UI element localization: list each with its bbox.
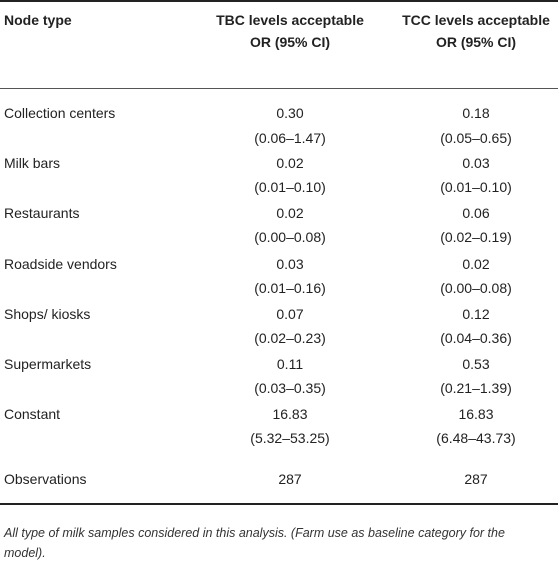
- observations-tbc: 287: [278, 471, 302, 487]
- row-tcc-or: 0.53: [462, 356, 490, 372]
- row-tcc-or: 0.06: [462, 205, 490, 221]
- row-tbc-ci: (0.01–0.16): [254, 280, 326, 296]
- table-bottom-rule: [0, 503, 558, 505]
- row-tcc-ci: (6.48–43.73): [436, 430, 516, 446]
- row-tbc-ci: (0.01–0.10): [254, 179, 326, 195]
- row-tcc-ci: (0.21–1.39): [440, 380, 512, 396]
- row-tcc-ci: (0.05–0.65): [440, 130, 512, 146]
- row-tbc-ci: (0.03–0.35): [254, 380, 326, 396]
- header-node-type: Node type: [4, 12, 72, 28]
- row-tbc-or: 0.07: [276, 306, 304, 322]
- row-label: Constant: [4, 406, 61, 422]
- row-label: Restaurants: [4, 205, 80, 221]
- header-tcc: TCC levels acceptable OR (95% CI): [402, 12, 550, 50]
- row-tbc-ci: (0.00–0.08): [254, 229, 326, 245]
- row-tcc-or: 0.18: [462, 105, 490, 121]
- row-tbc-or: 0.11: [276, 356, 304, 372]
- row-tbc-ci: (5.32–53.25): [250, 430, 330, 446]
- row-tcc-or: 0.03: [462, 155, 490, 171]
- row-tcc-ci: (0.00–0.08): [440, 280, 512, 296]
- header-bottom-rule: [0, 88, 558, 89]
- row-tbc-ci: (0.06–1.47): [254, 130, 326, 146]
- row-label: Collection centers: [4, 105, 116, 121]
- row-tbc-or: 0.02: [276, 205, 304, 221]
- row-label: Supermarkets: [4, 356, 92, 372]
- row-tbc-or: 0.03: [276, 256, 304, 272]
- row-label: Shops/ kiosks: [4, 306, 91, 322]
- row-tbc-or: 16.83: [272, 406, 308, 422]
- observations-label: Observations: [4, 471, 87, 487]
- row-label: Roadside vendors: [4, 256, 117, 272]
- row-tbc-or: 0.02: [276, 155, 304, 171]
- row-tcc-ci: (0.01–0.10): [440, 179, 512, 195]
- row-tbc-ci: (0.02–0.23): [254, 330, 326, 346]
- row-tcc-or: 0.12: [462, 306, 490, 322]
- header-tbc: TBC levels acceptable OR (95% CI): [216, 12, 364, 50]
- row-tcc-ci: (0.02–0.19): [440, 229, 512, 245]
- row-tcc-or: 0.02: [462, 256, 490, 272]
- row-tcc-or: 16.83: [458, 406, 494, 422]
- row-label: Milk bars: [4, 155, 61, 171]
- table-footnote: All type of milk samples considered in t…: [4, 526, 505, 560]
- table-top-rule: [0, 0, 558, 2]
- row-tbc-or: 0.30: [276, 105, 304, 121]
- observations-tcc: 287: [464, 471, 488, 487]
- row-tcc-ci: (0.04–0.36): [440, 330, 512, 346]
